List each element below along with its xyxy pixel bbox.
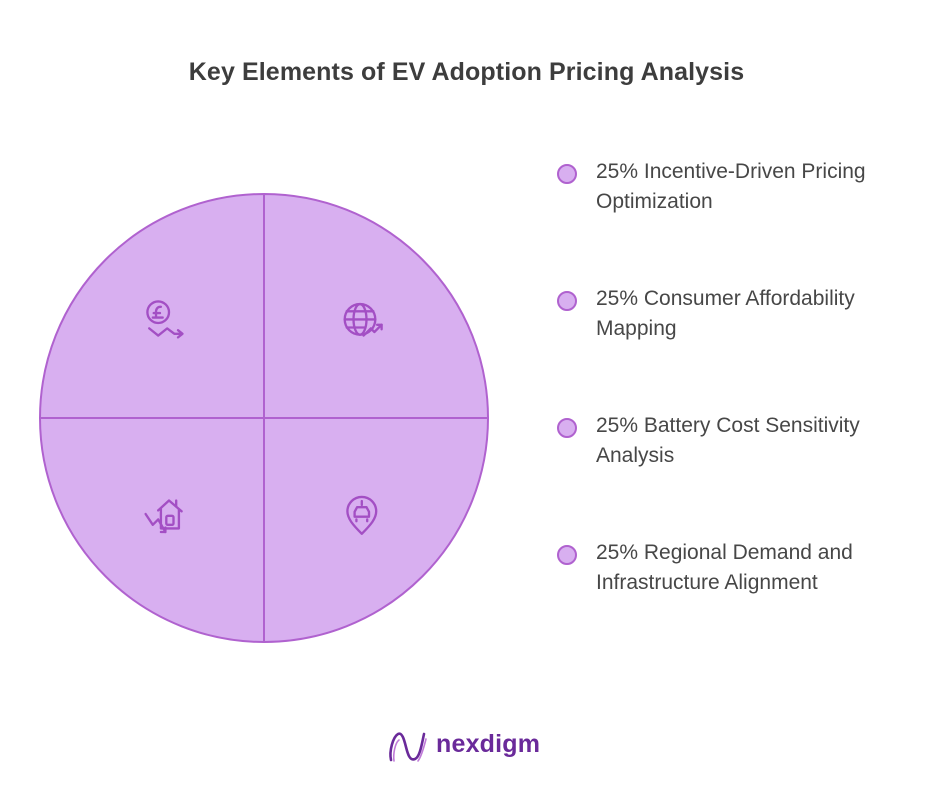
house-price-decline-icon — [144, 499, 183, 534]
legend-marker — [557, 291, 577, 311]
legend-marker — [557, 545, 577, 565]
legend-label: 25% Battery Cost Sensitivity Analysis — [596, 414, 860, 467]
legend-label: 25% Incentive-Driven Pricing Optimizatio… — [596, 160, 866, 213]
pie-slice-2 — [263, 417, 489, 643]
chart-title: Key Elements of EV Adoption Pricing Anal… — [188, 58, 745, 86]
currency-decline-icon — [146, 300, 184, 339]
legend-marker — [557, 164, 577, 184]
pie-slice-3 — [39, 417, 265, 643]
car-location-pin-icon — [346, 495, 378, 535]
pie-slice-1 — [263, 193, 489, 419]
legend-marker — [557, 418, 577, 438]
nexdigm-logo-icon — [389, 732, 427, 762]
legend-label: 25% Regional Demand and Infrastructure A… — [596, 541, 853, 594]
legend-label: 25% Consumer Affordability Mapping — [596, 287, 855, 340]
globe-growth-icon — [343, 302, 383, 337]
brand-name: nexdigm — [436, 730, 541, 758]
pie-slice-4 — [39, 193, 265, 419]
pie-icons — [144, 300, 383, 535]
pie-slices — [39, 193, 489, 643]
